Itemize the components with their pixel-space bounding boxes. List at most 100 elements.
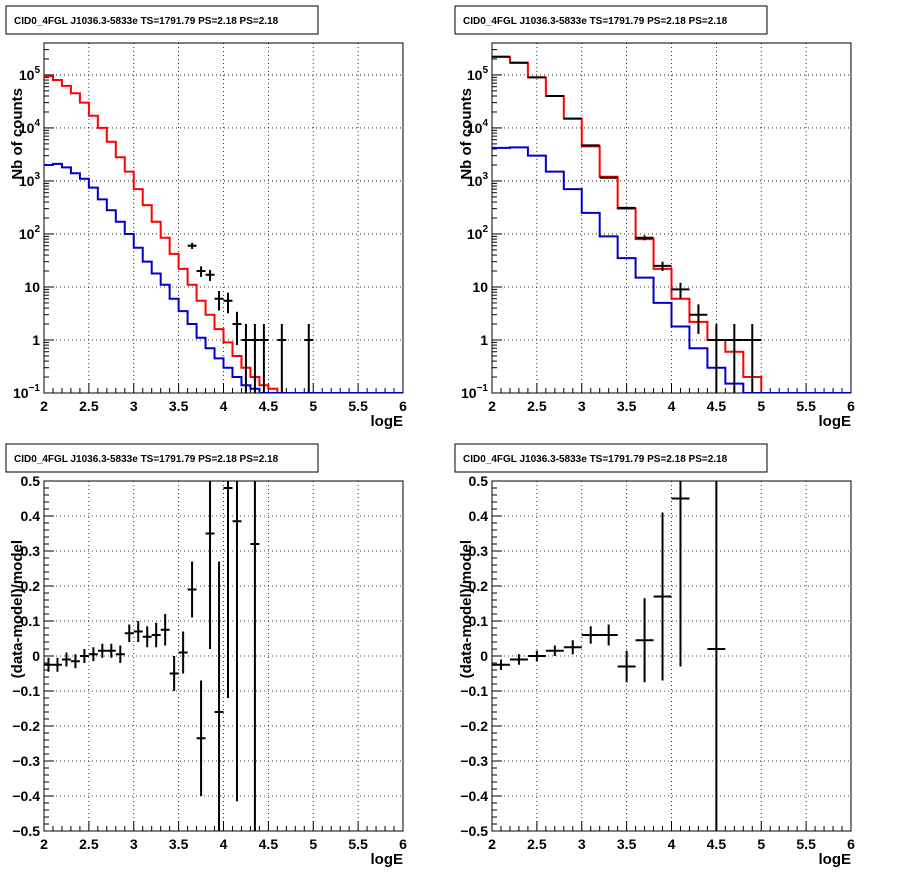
- data-point: [97, 643, 107, 658]
- data-point: [223, 292, 233, 314]
- x-tick-label: 5: [757, 398, 765, 414]
- y-tick-label: 0.5: [469, 473, 489, 489]
- data-point: [492, 659, 510, 670]
- x-tick-label: 2: [488, 836, 496, 852]
- data-point: [187, 561, 197, 618]
- y-tick-label: −0.4: [12, 788, 40, 804]
- y-tick-label: 105: [19, 65, 41, 83]
- x-axis-label: logE: [371, 413, 404, 430]
- y-tick-label: −0.5: [460, 823, 488, 839]
- y-axis-label: Nb of counts: [9, 88, 26, 180]
- data-point: [169, 656, 179, 691]
- title-box: [454, 443, 768, 473]
- data-point: [635, 235, 654, 241]
- y-tick-label: 1: [480, 332, 488, 348]
- y-tick-label: 10−1: [461, 383, 488, 401]
- y-tick-label: −0.3: [460, 753, 488, 769]
- x-tick-label: 6: [847, 398, 855, 414]
- x-tick-label: 2.5: [527, 836, 547, 852]
- y-tick-label: 105: [467, 65, 489, 83]
- data-point: [689, 304, 708, 334]
- y-tick-label: 0.2: [21, 578, 41, 594]
- data-point: [52, 657, 62, 672]
- x-tick-label: 3.5: [169, 836, 189, 852]
- y-tick-label: 0.5: [21, 473, 41, 489]
- x-tick-label: 2.5: [79, 398, 99, 414]
- x-axis-label: logE: [371, 851, 404, 868]
- data-point: [653, 261, 672, 272]
- data-point: [241, 324, 251, 393]
- y-tick-label: −0.2: [460, 718, 488, 734]
- data-point: [671, 282, 690, 299]
- data-point: [79, 649, 89, 663]
- x-tick-label: 5.5: [796, 398, 816, 414]
- y-tick-label: −0.5: [12, 823, 40, 839]
- y-tick-label: 104: [467, 118, 489, 136]
- x-axis-label: logE: [819, 851, 852, 868]
- y-tick-label: 0.1: [21, 613, 41, 629]
- x-tick-label: 5: [309, 836, 317, 852]
- x-tick-label: 4.5: [707, 398, 727, 414]
- y-tick-label: 0.3: [469, 543, 489, 559]
- x-tick-label: 5.5: [348, 398, 368, 414]
- data-point: [707, 481, 726, 831]
- series-layer: [492, 481, 726, 831]
- x-tick-label: 3.5: [617, 836, 637, 852]
- data-point: [250, 481, 260, 831]
- y-tick-label: 103: [467, 171, 489, 189]
- y-tick-label: 0.2: [469, 578, 489, 594]
- data-point: [187, 242, 197, 250]
- x-tick-label: 6: [399, 398, 407, 414]
- data-point: [725, 324, 744, 393]
- x-tick-label: 3: [578, 836, 586, 852]
- title-box: [5, 443, 319, 473]
- data-point: [142, 626, 152, 648]
- y-tick-label: −0.1: [460, 683, 488, 699]
- series-line-2: [44, 162, 403, 393]
- data-point: [599, 176, 618, 179]
- x-axis-label: logE: [819, 413, 852, 430]
- data-point: [581, 626, 600, 644]
- data-point: [671, 481, 690, 667]
- data-point: [61, 652, 71, 667]
- series-layer: [492, 55, 851, 393]
- chart-title: CID0_4FGL J1036.3-5833e TS=1791.79 PS=2.…: [14, 16, 279, 27]
- data-point: [205, 481, 215, 649]
- title-box: [5, 5, 319, 35]
- y-axis-label: Nb of counts: [458, 88, 475, 180]
- series-line-2: [492, 146, 851, 393]
- x-tick-label: 3: [578, 398, 586, 414]
- y-tick-label: 0.4: [469, 508, 489, 524]
- y-axis-label: (data-model)/model: [9, 540, 26, 678]
- data-point: [160, 614, 170, 646]
- data-point: [133, 621, 143, 642]
- y-tick-label: −0.1: [12, 683, 40, 699]
- chart-title: CID0_4FGL J1036.3-5833e TS=1791.79 PS=2.…: [463, 16, 728, 27]
- y-tick-label: 103: [19, 171, 41, 189]
- x-tick-label: 6: [399, 836, 407, 852]
- y-tick-label: −0.2: [12, 718, 40, 734]
- data-point: [743, 324, 762, 393]
- title-box: [454, 5, 768, 35]
- x-tick-label: 5.5: [796, 836, 816, 852]
- data-point: [617, 650, 636, 683]
- data-point: [178, 631, 188, 674]
- series-line-1: [492, 55, 780, 393]
- data-point: [214, 290, 224, 311]
- y-tick-label: 0.1: [469, 613, 489, 629]
- x-tick-label: 4.5: [707, 836, 727, 852]
- chart-panel-2: CID0_4FGL J1036.3-5833e TS=1791.79 PS=2.…: [454, 5, 855, 430]
- data-point: [509, 654, 528, 665]
- data-point: [527, 650, 546, 662]
- x-tick-label: 3: [130, 836, 138, 852]
- data-point: [196, 680, 206, 796]
- x-tick-label: 3.5: [617, 398, 637, 414]
- x-tick-label: 2.5: [527, 398, 547, 414]
- x-tick-label: 5.5: [348, 836, 368, 852]
- y-tick-label: 0: [32, 648, 40, 664]
- data-point: [106, 643, 116, 658]
- data-point: [277, 324, 287, 393]
- data-point: [151, 622, 161, 648]
- x-tick-label: 2: [40, 836, 48, 852]
